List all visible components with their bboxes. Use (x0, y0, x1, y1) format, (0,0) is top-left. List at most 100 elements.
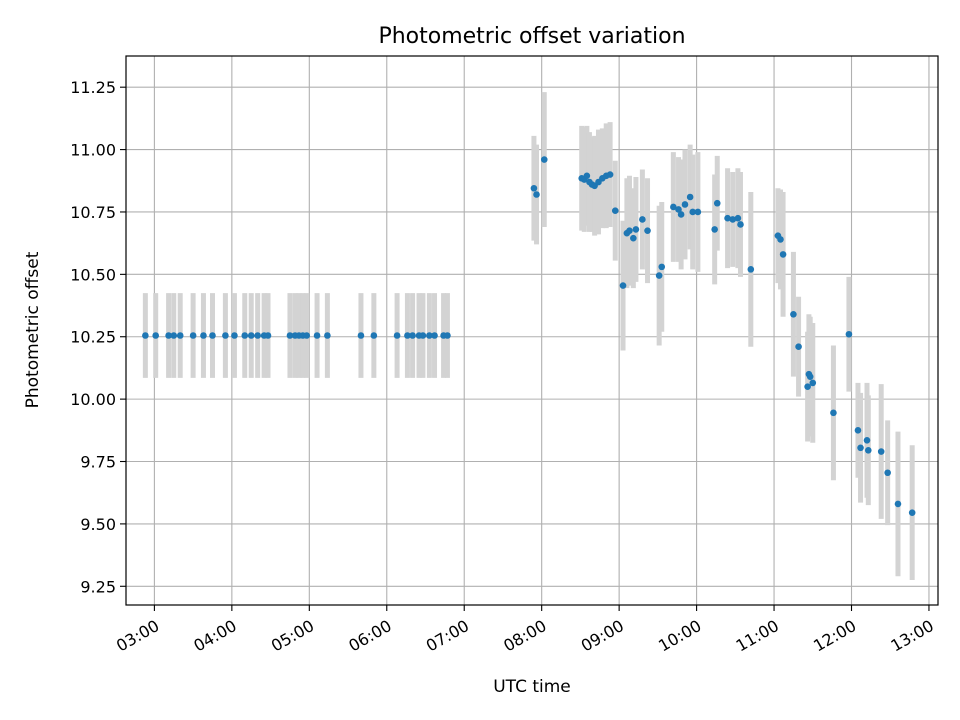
data-point (795, 343, 802, 351)
x-axis-ticks: 03:00 04:00 05:00 06:00 07:00 08:00 09:00 10:00… (113, 605, 937, 656)
data-point (689, 208, 697, 216)
y-tick-label: 10.00 (70, 390, 116, 409)
data-point (694, 208, 702, 216)
x-tick-label: 12:00 (810, 616, 859, 656)
data-point (540, 156, 548, 163)
data-points (142, 156, 916, 516)
x-tick-label: 09:00 (578, 616, 627, 656)
data-point (241, 332, 249, 339)
data-point (533, 191, 540, 198)
y-tick-label: 9.75 (80, 453, 116, 472)
plot-area-frame (125, 55, 939, 606)
data-point (830, 409, 837, 417)
x-tick-label: 04:00 (190, 616, 239, 656)
data-point (747, 266, 755, 273)
data-point (675, 206, 682, 213)
data-point (370, 332, 378, 339)
data-point (670, 203, 677, 211)
data-point (176, 332, 184, 339)
data-point (165, 332, 172, 339)
data-point (393, 332, 401, 339)
data-point (790, 310, 797, 318)
data-point (655, 272, 663, 279)
y-tick-label: 10.50 (70, 265, 116, 284)
data-point (264, 332, 272, 339)
data-point (313, 332, 321, 339)
data-point (530, 184, 538, 192)
data-point (324, 332, 331, 339)
data-point (209, 332, 216, 339)
data-point (686, 193, 694, 201)
data-point (639, 216, 646, 223)
data-point (779, 251, 787, 258)
y-tick-label: 11.25 (70, 78, 116, 97)
y-tick-label: 10.25 (70, 328, 116, 347)
y-tick-label: 9.50 (80, 515, 116, 534)
x-tick-label: 03:00 (113, 616, 162, 656)
data-point (681, 201, 689, 208)
y-tick-label: 10.75 (70, 203, 116, 222)
data-point (231, 332, 238, 339)
x-tick-label: 10:00 (655, 616, 704, 656)
data-point (894, 500, 902, 508)
data-point (200, 332, 207, 339)
data-point (864, 446, 872, 454)
data-point (737, 221, 744, 228)
data-point (606, 171, 614, 178)
data-point (804, 383, 811, 390)
data-point (357, 332, 365, 339)
data-point (809, 379, 817, 387)
data-point (711, 226, 718, 233)
data-point (286, 332, 294, 339)
data-point (677, 211, 685, 218)
data-point (806, 373, 814, 380)
data-point (303, 332, 311, 339)
data-point (611, 207, 619, 215)
data-point (247, 332, 255, 339)
data-point (419, 332, 427, 339)
x-axis-label: UTC time (493, 677, 571, 697)
data-point (189, 332, 197, 339)
data-point (734, 214, 742, 222)
x-tick-label: 13:00 (888, 616, 937, 656)
data-point (857, 444, 864, 452)
data-point (632, 226, 640, 233)
data-point (658, 263, 666, 271)
y-axis-label: Photometric offset (23, 251, 43, 408)
data-point (152, 332, 159, 339)
y-tick-label: 11.00 (70, 141, 116, 160)
x-tick-label: 08:00 (500, 616, 549, 656)
data-point (884, 469, 891, 477)
data-point (777, 236, 784, 243)
data-point (908, 509, 916, 516)
data-point (222, 332, 229, 339)
y-axis-ticks: 9.25 9.50 9.75 10.00 10.25 10.50 10.75 11.00 11.… (70, 78, 126, 596)
data-point (404, 332, 411, 339)
data-point (845, 330, 853, 338)
data-point (626, 227, 633, 234)
data-point (426, 332, 433, 339)
data-point (619, 282, 627, 289)
data-point (254, 332, 261, 339)
data-point (724, 214, 731, 222)
data-point (863, 437, 871, 444)
data-point (729, 216, 737, 223)
data-point (583, 172, 591, 180)
data-point (713, 199, 721, 207)
data-point (431, 332, 438, 339)
data-point (142, 332, 149, 339)
data-point (444, 332, 451, 339)
data-point (630, 234, 637, 242)
data-point (644, 227, 651, 234)
y-tick-label: 9.25 (80, 577, 116, 596)
chart-title: Photometric offset variation (378, 24, 685, 49)
x-tick-label: 11:00 (733, 616, 782, 656)
x-tick-label: 07:00 (423, 616, 472, 656)
data-point (170, 332, 178, 339)
data-point (854, 427, 862, 434)
data-point (409, 332, 416, 339)
x-tick-label: 05:00 (268, 616, 317, 656)
x-tick-label: 06:00 (345, 616, 394, 656)
data-point (877, 448, 885, 455)
